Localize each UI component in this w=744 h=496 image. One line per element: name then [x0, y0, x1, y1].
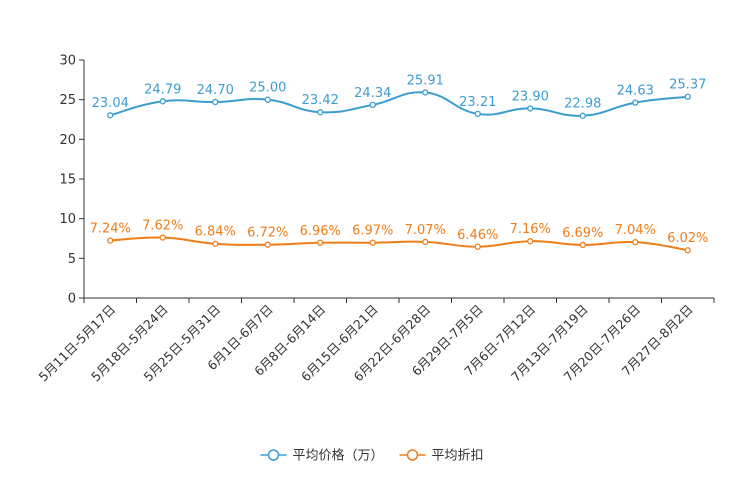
data-label: 22.98 — [564, 97, 601, 112]
data-label: 25.91 — [407, 73, 444, 88]
data-label: 6.97% — [352, 224, 393, 239]
data-point[interactable] — [474, 110, 481, 118]
data-point[interactable] — [159, 234, 166, 241]
data-point[interactable] — [474, 243, 481, 250]
data-point[interactable] — [212, 240, 219, 247]
y-tick-label: 5 — [68, 252, 76, 267]
data-label: 24.63 — [617, 84, 654, 99]
data-point[interactable] — [212, 98, 219, 106]
data-label: 6.46% — [457, 228, 498, 243]
data-point[interactable] — [684, 93, 691, 100]
data-label: 7.16% — [510, 222, 551, 237]
data-label: 6.96% — [300, 224, 341, 239]
y-tick-label: 0 — [68, 292, 76, 307]
legend-item-1[interactable]: 平均价格（万） — [260, 448, 384, 464]
data-point[interactable] — [422, 238, 429, 246]
legend-label: 平均折扣 — [432, 449, 484, 464]
data-point[interactable] — [684, 247, 691, 254]
data-label: 23.42 — [302, 93, 339, 108]
legend-marker-icon — [406, 449, 419, 461]
data-label: 7.04% — [615, 223, 656, 238]
legend-label: 平均价格（万） — [292, 448, 383, 464]
series-line-1 — [109, 91, 688, 117]
data-point[interactable] — [107, 112, 114, 119]
data-label: 7.07% — [405, 223, 446, 238]
data-point[interactable] — [159, 98, 166, 105]
series-line-2 — [110, 236, 688, 252]
data-point[interactable] — [422, 89, 429, 96]
y-tick-label: 20 — [59, 133, 76, 148]
legend[interactable]: 平均价格（万） 平均折扣 — [260, 448, 484, 464]
data-label: 24.34 — [354, 86, 391, 101]
y-tick-label: 15 — [59, 173, 76, 188]
data-label: 6.84% — [195, 225, 236, 240]
data-label: 23.90 — [512, 89, 549, 104]
y-tick-label: 25 — [59, 93, 76, 108]
data-point[interactable] — [632, 238, 639, 246]
data-point[interactable] — [107, 237, 114, 244]
data-point[interactable] — [527, 105, 534, 112]
data-label: 6.69% — [562, 226, 603, 241]
data-point[interactable] — [579, 241, 586, 249]
y-tick-label: 10 — [59, 212, 76, 227]
data-point[interactable] — [369, 101, 376, 109]
series-labels: 23.04 24.79 24.70 25.00 23.42 24.34 25.91 23.21… — [90, 73, 709, 246]
data-label: 6.02% — [667, 231, 708, 246]
data-point[interactable] — [527, 238, 534, 245]
y-tick-label: 30 — [59, 54, 76, 69]
series-lines — [107, 89, 691, 254]
data-label: 25.00 — [249, 81, 286, 96]
data-label: 23.21 — [459, 95, 496, 110]
data-point[interactable] — [369, 239, 376, 246]
data-label: 25.37 — [669, 78, 706, 93]
data-point[interactable] — [579, 112, 586, 119]
data-label: 24.70 — [197, 83, 234, 98]
data-label: 6.72% — [247, 226, 288, 241]
data-label: 23.04 — [92, 96, 129, 111]
data-point[interactable] — [632, 99, 639, 106]
data-label: 24.79 — [144, 82, 181, 97]
data-point[interactable] — [264, 241, 271, 248]
data-label: 7.62% — [142, 219, 183, 234]
legend-item-2[interactable]: 平均折扣 — [399, 449, 484, 464]
data-label: 7.24% — [90, 222, 131, 237]
data-point[interactable] — [317, 109, 324, 116]
data-point[interactable] — [264, 96, 271, 103]
data-point[interactable] — [317, 239, 324, 246]
legend-marker-icon — [267, 449, 280, 461]
